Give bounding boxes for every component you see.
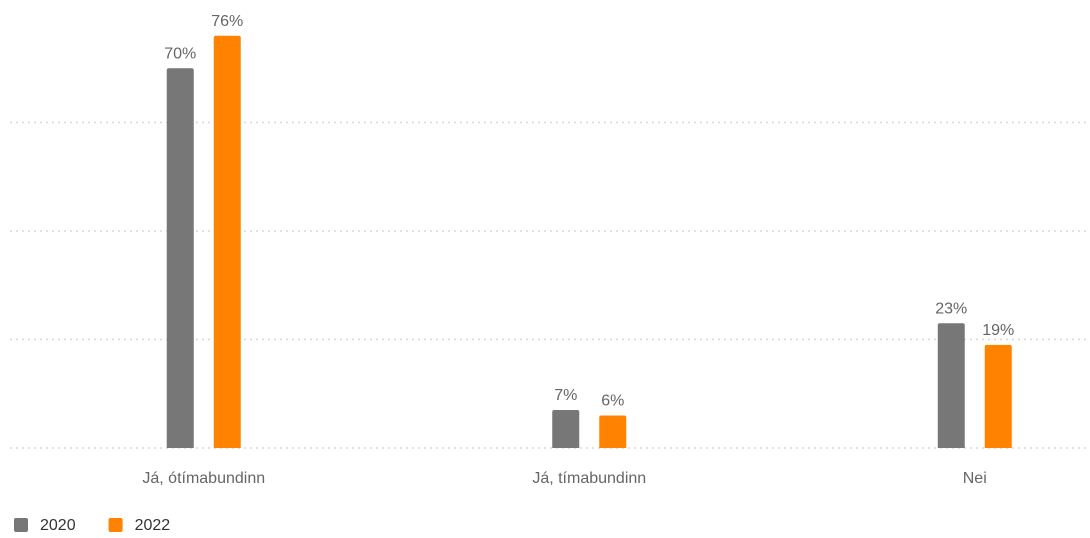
data-label: 70% bbox=[164, 45, 196, 62]
bar bbox=[599, 415, 627, 448]
bar bbox=[984, 344, 1012, 448]
data-label: 6% bbox=[601, 393, 624, 410]
legend-swatch bbox=[14, 518, 28, 532]
data-label: 7% bbox=[554, 387, 577, 404]
legend-label: 2020 bbox=[40, 517, 76, 534]
data-label: 23% bbox=[935, 300, 967, 317]
x-tick-label: Nei bbox=[963, 470, 987, 487]
x-tick-label: Já, ótímabundinn bbox=[142, 470, 265, 487]
bar bbox=[213, 35, 241, 448]
data-label: 19% bbox=[982, 322, 1014, 339]
bar bbox=[166, 68, 194, 448]
legend-swatch bbox=[108, 518, 123, 532]
bar bbox=[552, 410, 580, 448]
x-tick-label: Já, tímabundinn bbox=[532, 470, 646, 487]
legend-label: 2022 bbox=[135, 517, 171, 534]
bar bbox=[937, 323, 965, 448]
data-label: 76% bbox=[211, 13, 243, 30]
